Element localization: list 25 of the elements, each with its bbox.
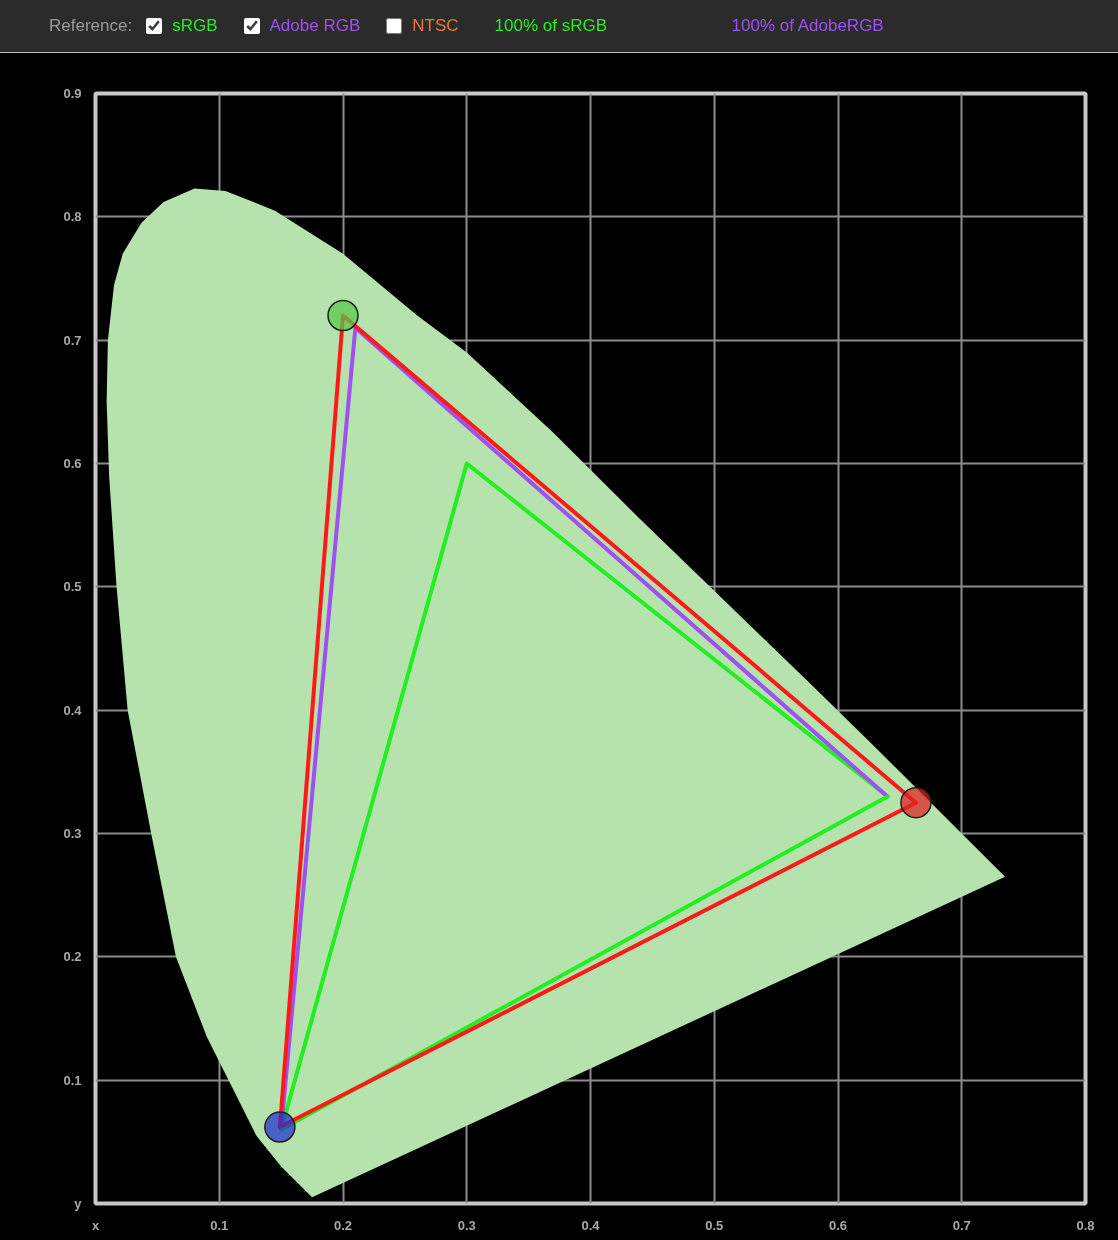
x-tick-label: 0.7 [952, 1217, 971, 1233]
x-tick-label: 0.6 [828, 1217, 848, 1233]
y-tick-label: 0.9 [63, 86, 82, 101]
y-tick-label: 0.6 [63, 456, 82, 471]
y-tick-label: 0.7 [63, 332, 82, 348]
y-tick-label: 0.8 [63, 209, 82, 225]
x-tick-label: 0.5 [705, 1217, 724, 1233]
x-tick-label: 0.1 [210, 1217, 229, 1233]
x-tick-label: 0.2 [333, 1217, 353, 1233]
y-tick-label: 0.4 [63, 702, 83, 718]
x-tick-label: 0.8 [1076, 1217, 1095, 1233]
y-tick-label: 0.2 [63, 949, 82, 965]
legend-title: Reference: [49, 14, 133, 37]
text: 100% of AdobeRGB [731, 14, 885, 37]
legend-label: NTSC [412, 14, 459, 37]
x-tick-label: 0.4 [581, 1217, 601, 1233]
y-tick-label: 0.1 [63, 1072, 82, 1088]
y-tick-label: 0.5 [63, 579, 82, 595]
text: sRGB [172, 14, 218, 37]
y-tick-label: y [74, 1196, 83, 1211]
text: Adobe RGB [269, 14, 361, 37]
x-tick-label: 0.3 [457, 1217, 476, 1233]
y-tick-label: 0.3 [63, 826, 82, 841]
text: 100% of sRGB [494, 14, 608, 37]
x-tick-label: x [91, 1217, 100, 1233]
